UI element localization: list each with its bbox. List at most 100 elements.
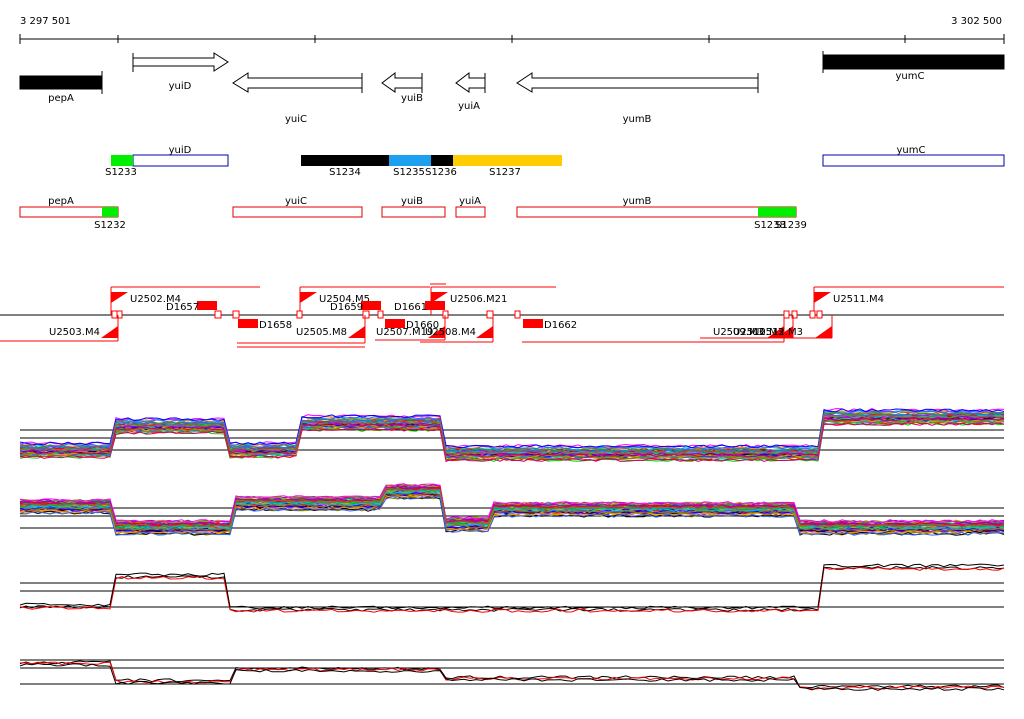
gene-label: yuiC xyxy=(285,114,307,125)
segment-label: S1239 xyxy=(775,220,807,231)
gene-yumC[interactable]: yumC xyxy=(822,51,1005,82)
expression-profile-line xyxy=(19,494,1005,535)
expression-profile-line xyxy=(19,422,1005,462)
segment-label: S1238 xyxy=(754,220,786,231)
segment-S1237[interactable] xyxy=(453,155,562,166)
gene-label: yuiB xyxy=(401,93,423,104)
transcript-yumC[interactable] xyxy=(822,154,1005,167)
expression-profile-line xyxy=(19,414,1005,455)
expression-profile-line xyxy=(19,563,1005,610)
expression-profile-line xyxy=(19,412,1005,453)
deletion-D1659[interactable] xyxy=(361,301,381,310)
gene-yuiD[interactable]: yuiD xyxy=(132,52,229,92)
segment-S1238-S1239[interactable] xyxy=(758,207,796,217)
expression-profile-line xyxy=(19,495,1005,536)
segment-track-negative: pepA yuiC yuiB yuiA yumB S1232 S1238 S12… xyxy=(19,196,807,231)
feature-label-upper[interactable]: U2506.M21 xyxy=(450,294,507,305)
gene-label: yuiA xyxy=(458,101,480,112)
feature-U2503-marker xyxy=(101,326,118,338)
segment-S1236[interactable] xyxy=(431,155,453,166)
deletion-D1658[interactable] xyxy=(238,319,258,328)
gene-yumB[interactable]: yumB xyxy=(516,72,759,125)
feature-label-lower[interactable]: U2512.M3 xyxy=(752,327,803,338)
feature-U2505-marker xyxy=(348,326,365,338)
gene-yuiC[interactable]: yuiC xyxy=(232,72,363,125)
expression-profile-line xyxy=(19,488,1005,529)
feature-U2512-marker xyxy=(815,326,832,338)
deletion-D1662[interactable] xyxy=(523,319,543,328)
gene-track: pepA yuiD yuiC yuiB yuiA yumB xyxy=(19,51,1005,125)
segment-track-positive: yuiD yumC S1233 S1234 S1235 S1236 S1237 xyxy=(105,145,1005,178)
segment-S1234[interactable] xyxy=(301,155,389,166)
gene-yuiA[interactable]: yuiA xyxy=(455,71,486,112)
expression-profile-line xyxy=(19,413,1005,454)
ruler-start-label: 3 297 501 xyxy=(20,16,71,27)
transcript-yumB[interactable] xyxy=(516,206,797,218)
segment-S1232[interactable] xyxy=(102,207,118,217)
feature-U2502-marker xyxy=(111,292,128,303)
deletion-label: D1658 xyxy=(259,320,292,331)
transcript-label: yumC xyxy=(897,145,926,156)
transcript-yuiC[interactable] xyxy=(232,206,363,218)
ruler-end-label: 3 302 500 xyxy=(951,16,1002,27)
feature-track: U2502.M4 U2504.M5 U2506.M21 U2511.M4 xyxy=(0,283,1004,348)
expression-profile-line xyxy=(19,487,1005,528)
segment-label: S1232 xyxy=(94,220,126,231)
feature-label-upper[interactable]: U2502.M4 xyxy=(130,294,181,305)
segment-label: S1233 xyxy=(105,167,137,178)
gene-label: yumB xyxy=(623,114,652,125)
deletion-label: D1662 xyxy=(544,320,577,331)
transcript-yuiB[interactable] xyxy=(381,206,446,218)
expression-panel-positive-mean xyxy=(19,563,1005,613)
gene-label: yuiD xyxy=(169,81,192,92)
gene-yuiB[interactable]: yuiB xyxy=(381,71,423,104)
gene-label: yumC xyxy=(896,71,925,82)
segment-S1235[interactable] xyxy=(389,155,431,166)
expression-profile-line xyxy=(19,408,1005,449)
transcript-yuiD[interactable] xyxy=(132,154,229,167)
segment-S1233[interactable] xyxy=(111,155,133,166)
expression-panel-negative-mean xyxy=(19,659,1005,691)
feature-U2508-marker xyxy=(476,326,493,338)
gene-pepA[interactable]: pepA xyxy=(19,71,103,104)
deletion-D1657[interactable] xyxy=(197,301,217,310)
transcript-label: yuiC xyxy=(285,196,307,207)
feature-label-lower[interactable]: U2507.M19 xyxy=(376,327,433,338)
transcript-label: yumB xyxy=(623,196,652,207)
feature-label-upper[interactable]: U2511.M4 xyxy=(833,294,884,305)
feature-U2507-marker xyxy=(428,326,445,338)
feature-label-lower[interactable]: U2509.M3 xyxy=(713,327,764,338)
expression-profile-line xyxy=(19,492,1005,532)
expression-profile-line xyxy=(19,409,1005,450)
transcript-label: yuiD xyxy=(169,145,192,156)
feature-U2506-marker xyxy=(431,292,448,303)
expression-profile-line xyxy=(19,417,1005,458)
segment-label: S1236 xyxy=(425,167,457,178)
deletion-D1660[interactable] xyxy=(385,319,405,328)
segment-label: S1237 xyxy=(489,167,521,178)
transcript-label: yuiA xyxy=(459,196,481,207)
feature-U2510-marker xyxy=(776,326,793,338)
deletion-label: D1659 xyxy=(330,302,363,313)
transcript-label: yuiB xyxy=(401,196,423,207)
feature-U2511-marker xyxy=(814,292,831,303)
deletion-label: D1660 xyxy=(406,320,439,331)
feature-label-upper[interactable]: U2504.M5 xyxy=(319,294,370,305)
coordinate-ruler: 3 297 501 3 302 500 xyxy=(19,16,1005,44)
expression-panels xyxy=(19,408,1005,691)
expression-panel-negative-all xyxy=(19,483,1005,536)
segment-label: S1234 xyxy=(329,167,361,178)
deletion-label: D1657 xyxy=(166,302,199,313)
feature-label-lower[interactable]: U2505.M8 xyxy=(296,327,347,338)
feature-label-lower[interactable]: U2510.M3 xyxy=(733,327,784,338)
expression-profile-line xyxy=(19,565,1005,612)
transcript-yuiA[interactable] xyxy=(455,206,486,218)
feature-label-lower[interactable]: U2503.M4 xyxy=(49,327,100,338)
feature-U2509-marker xyxy=(767,326,784,338)
feature-label-lower[interactable]: U2508.M4 xyxy=(425,327,476,338)
expression-profile-line xyxy=(19,491,1005,532)
deletion-D1661[interactable] xyxy=(425,301,445,310)
segment-label: S1235 xyxy=(393,167,425,178)
gene-label: pepA xyxy=(48,93,74,104)
